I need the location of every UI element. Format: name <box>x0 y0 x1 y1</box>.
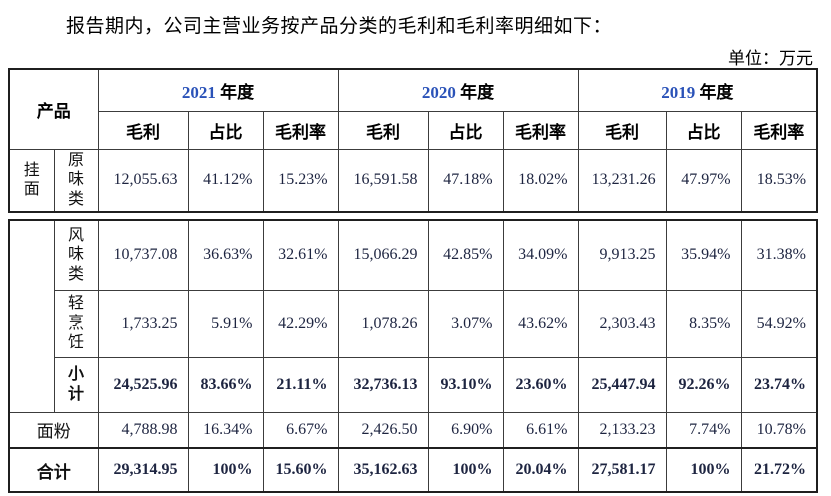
header-subcol-cell: 毛利 <box>97 110 189 150</box>
data-cell: 32.61% <box>262 219 339 291</box>
data-cell: 5.91% <box>187 289 264 358</box>
unit-label: 单位：万元 <box>728 49 813 68</box>
data-cell: 42.85% <box>427 219 504 291</box>
data-cell: 31.38% <box>740 219 818 291</box>
header-subcol-cell: 毛利 <box>337 110 429 150</box>
row-category-label-subtotal: 小 计 <box>53 356 99 413</box>
year-suffix: 年度 <box>455 82 495 102</box>
data-cell: 29,314.95 <box>97 447 189 493</box>
table-row-yuanwei: 挂 面 原 味 类 12,055.63 41.12% 15.23% 16,591… <box>8 148 818 213</box>
data-cell: 7.74% <box>665 411 742 449</box>
data-cell: 13,231.26 <box>577 148 667 213</box>
data-cell: 6.61% <box>502 411 579 449</box>
header-subcol-cell: 占比 <box>427 110 504 150</box>
data-cell: 54.92% <box>740 289 818 358</box>
data-cell: 23.60% <box>502 356 579 413</box>
data-cell: 6.90% <box>427 411 504 449</box>
data-cell: 41.12% <box>187 148 264 213</box>
data-cell: 20.04% <box>502 447 579 493</box>
table-row-total: 合计 29,314.95 100% 15.60% 35,162.63 100% … <box>8 447 818 493</box>
data-cell: 18.02% <box>502 148 579 213</box>
header-subcol-cell: 占比 <box>187 110 264 150</box>
header-subcol-cell: 毛利率 <box>502 110 579 150</box>
data-cell: 18.53% <box>740 148 818 213</box>
data-cell: 4,788.98 <box>97 411 189 449</box>
header-subcol-cell: 毛利率 <box>262 110 339 150</box>
header-year-2020-cell: 2020 年度 <box>337 68 579 112</box>
year-number: 2019 <box>661 82 696 102</box>
data-cell: 15,066.29 <box>337 219 429 291</box>
row-total-label: 合计 <box>8 447 99 493</box>
data-cell: 15.23% <box>262 148 339 213</box>
table-row-subtotal: 小 计 24,525.96 83.66% 21.11% 32,736.13 93… <box>9 356 818 413</box>
data-cell: 12,055.63 <box>97 148 189 213</box>
row-category-label: 轻 烹 饪 <box>53 289 99 358</box>
data-cell: 1,078.26 <box>337 289 429 358</box>
header-year-2019-cell: 2019 年度 <box>577 68 818 112</box>
table-header-row-subcols: 毛利 占比 毛利率 毛利 占比 毛利率 毛利 占比 毛利率 <box>9 110 818 150</box>
data-cell: 1,733.25 <box>97 289 189 358</box>
data-cell: 35.94% <box>665 219 742 291</box>
data-cell: 15.60% <box>262 447 339 493</box>
data-cell: 16.34% <box>187 411 264 449</box>
data-cell: 83.66% <box>187 356 264 413</box>
header-product-cell: 产品 <box>8 68 99 150</box>
data-cell: 21.11% <box>262 356 339 413</box>
data-cell: 27,581.17 <box>577 447 667 493</box>
data-cell: 32,736.13 <box>337 356 429 413</box>
data-cell: 100% <box>187 447 264 493</box>
year-number: 2020 <box>421 82 456 102</box>
data-cell: 100% <box>427 447 504 493</box>
data-cell: 9,913.25 <box>577 219 667 291</box>
table-header-row-years: 产品 2021 年度 2020 年度 2019 年度 <box>8 68 818 150</box>
row-group-label-guamian: 挂 面 <box>8 148 55 213</box>
data-cell: 93.10% <box>427 356 504 413</box>
data-cell: 3.07% <box>427 289 504 358</box>
row-product-label-mianfen: 面粉 <box>8 411 99 449</box>
table-row-fengwei: 风 味 类 10,737.08 36.63% 32.61% 15,066.29 … <box>8 219 818 413</box>
data-cell: 2,133.23 <box>577 411 667 449</box>
data-cell: 10.78% <box>740 411 818 449</box>
data-cell: 34.09% <box>502 219 579 291</box>
data-cell: 42.29% <box>262 289 339 358</box>
year-suffix: 年度 <box>215 82 255 102</box>
data-cell: 35,162.63 <box>337 447 429 493</box>
data-cell: 100% <box>665 447 742 493</box>
gross-profit-table-part2: 风 味 类 10,737.08 36.63% 32.61% 15,066.29 … <box>8 219 818 493</box>
data-cell: 47.18% <box>427 148 504 213</box>
data-cell: 25,447.94 <box>577 356 667 413</box>
data-cell: 21.72% <box>740 447 818 493</box>
year-number: 2021 <box>181 82 216 102</box>
data-cell: 92.26% <box>665 356 742 413</box>
table-row-qingpengren: 轻 烹 饪 1,733.25 5.91% 42.29% 1,078.26 3.0… <box>9 289 818 358</box>
header-subcol-cell: 毛利 <box>577 110 667 150</box>
year-suffix: 年度 <box>695 82 734 102</box>
table-row-mianfen: 面粉 4,788.98 16.34% 6.67% 2,426.50 6.90% … <box>8 411 818 449</box>
header-subcol-cell: 占比 <box>665 110 742 150</box>
header-subcol-cell: 毛利率 <box>740 110 818 150</box>
row-category-label: 原 味 类 <box>53 148 99 213</box>
data-cell: 8.35% <box>665 289 742 358</box>
page-title: 报告期内，公司主营业务按产品分类的毛利和毛利率明细如下： <box>66 16 613 37</box>
data-cell: 6.67% <box>262 411 339 449</box>
row-category-label: 风 味 类 <box>53 219 99 291</box>
data-cell: 10,737.08 <box>97 219 189 291</box>
data-cell: 2,426.50 <box>337 411 429 449</box>
data-cell: 47.97% <box>665 148 742 213</box>
data-cell: 23.74% <box>740 356 818 413</box>
row-group-label-empty <box>8 219 55 413</box>
gross-profit-table-part1: 产品 2021 年度 2020 年度 2019 年度 毛利 占比 毛利率 毛利 … <box>8 68 819 213</box>
data-cell: 24,525.96 <box>97 356 189 413</box>
data-cell: 43.62% <box>502 289 579 358</box>
data-cell: 16,591.58 <box>337 148 429 213</box>
header-year-2021-cell: 2021 年度 <box>97 68 339 112</box>
data-cell: 2,303.43 <box>577 289 667 358</box>
data-cell: 36.63% <box>187 219 264 291</box>
